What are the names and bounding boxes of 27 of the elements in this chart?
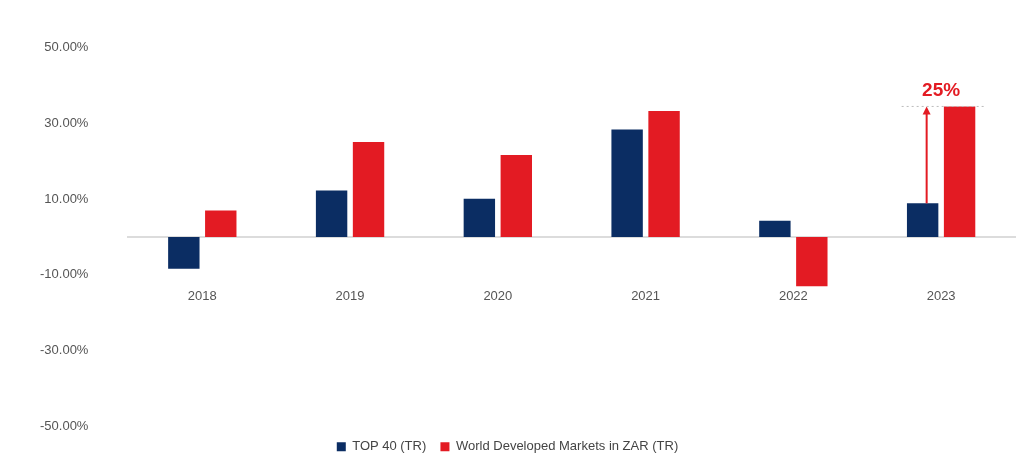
bar xyxy=(463,198,496,237)
bar xyxy=(943,106,976,237)
x-tick-label: 2018 xyxy=(187,288,217,304)
bar xyxy=(500,154,532,237)
legend-label: TOP 40 (TR) xyxy=(352,438,427,454)
y-tick-label: 50.00% xyxy=(44,39,89,55)
bar xyxy=(648,110,680,237)
bar xyxy=(906,203,939,237)
y-tick-label: 30.00% xyxy=(44,115,89,131)
bar xyxy=(352,142,385,237)
bar xyxy=(315,190,348,237)
bar xyxy=(796,237,828,287)
y-tick-label: -30.00% xyxy=(40,342,89,358)
y-tick-label: -10.00% xyxy=(40,266,89,282)
x-tick-label: 2020 xyxy=(483,288,513,304)
x-tick-label: 2023 xyxy=(926,288,956,304)
bar xyxy=(611,129,643,237)
bar xyxy=(759,220,791,237)
y-tick-label: 10.00% xyxy=(44,190,89,206)
annotation: 25% xyxy=(922,79,961,101)
y-tick-label: -50.00% xyxy=(40,417,89,433)
bar xyxy=(168,237,200,269)
legend-label: World Developed Markets in ZAR (TR) xyxy=(455,438,679,454)
x-tick-label: 2021 xyxy=(631,288,661,304)
x-tick-label: 2019 xyxy=(335,288,365,304)
bar xyxy=(205,210,237,237)
x-tick-label: 2022 xyxy=(778,288,808,304)
